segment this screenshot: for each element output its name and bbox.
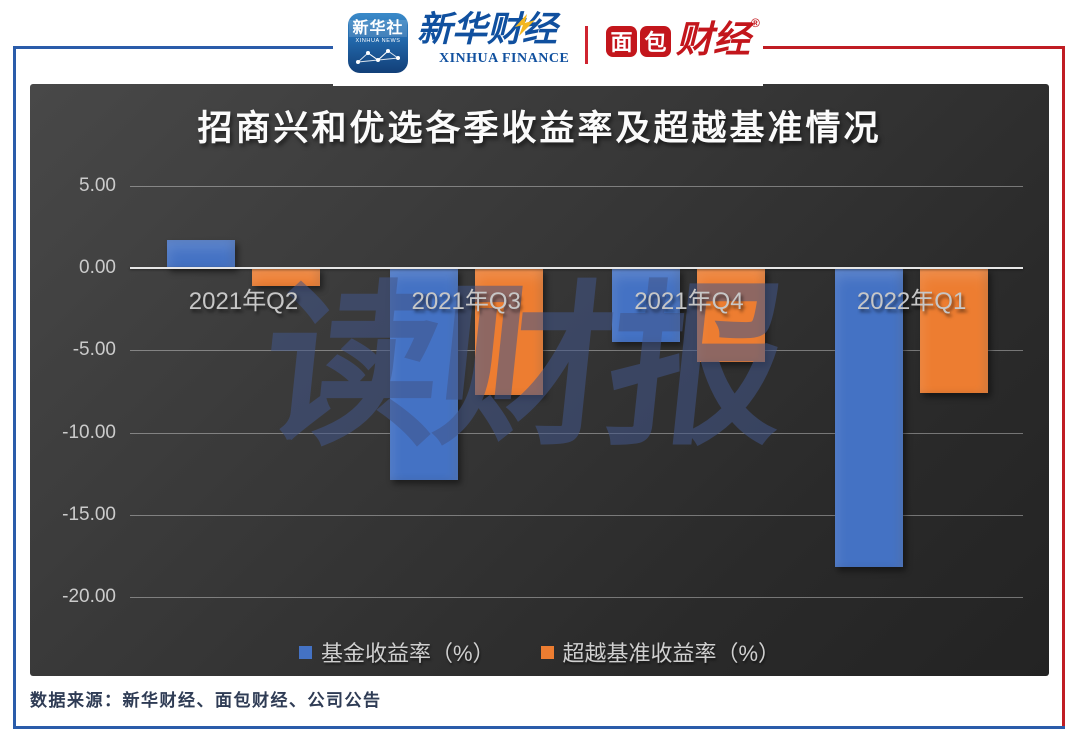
network-globe-icon	[356, 49, 400, 64]
bar-excess-return-3	[697, 268, 766, 362]
chart-title: 招商兴和优选各季收益率及超越基准情况	[197, 109, 882, 148]
y-axis-tick-label: 5.00	[79, 174, 116, 196]
gridline	[130, 350, 1023, 352]
xinhua-news-logo: 新华社 XINHUA NEWS	[348, 13, 408, 73]
frame-border-bottom	[13, 726, 1065, 729]
category-label: 2022年Q1	[856, 288, 967, 315]
y-axis-tick-label: -5.00	[72, 339, 116, 361]
bar-fund-return-2	[389, 268, 458, 481]
gridline	[130, 597, 1023, 598]
chart-legend: 基金收益率（%） 超越基准收益率（%）	[30, 636, 1049, 668]
gridline	[130, 185, 1023, 187]
mianbao-caijing-logo: 面 包 财经 ®	[606, 16, 760, 61]
header-divider	[585, 26, 588, 64]
xinhua-news-logo-en: XINHUA NEWS	[355, 38, 401, 44]
legend-swatch	[298, 645, 312, 659]
xinhua-finance-logo-en: XINHUA FINANCE	[439, 51, 570, 66]
legend-label: 基金收益率（%）	[320, 641, 495, 666]
bar-fund-return-3	[612, 268, 681, 343]
legend-item: 超越基准收益率（%）	[540, 636, 781, 668]
mianbao-logo-caijing: 财经	[676, 20, 750, 61]
frame-border-right	[1062, 46, 1065, 729]
bar-fund-return-4	[835, 268, 904, 568]
bar-fund-return-1	[167, 240, 235, 268]
gridline	[130, 432, 1023, 434]
mianbao-logo-char-1: 面	[606, 25, 637, 57]
xinhua-finance-logo: 新华财经 XINHUA FINANCE	[417, 10, 570, 67]
legend-item: 基金收益率（%）	[298, 636, 495, 668]
y-axis-tick-label: -15.00	[62, 503, 116, 525]
zero-axis-line	[130, 267, 1023, 269]
bar-excess-return-2	[474, 268, 543, 395]
bar-excess-return-1	[252, 268, 320, 287]
legend-label: 超越基准收益率（%）	[562, 641, 781, 666]
data-source-note: 数据来源：新华财经、面包财经、公司公告	[30, 691, 382, 710]
category-label: 2021年Q4	[634, 288, 744, 315]
lightning-icon	[515, 14, 535, 36]
y-axis-tick-label: -10.00	[62, 421, 116, 443]
mianbao-logo-char-2: 包	[640, 25, 671, 57]
gridline	[130, 514, 1023, 516]
category-label: 2021年Q3	[411, 288, 521, 315]
frame-border-top-left	[13, 46, 540, 49]
frame-border-top-right	[540, 46, 1065, 49]
bar-excess-return-4	[920, 268, 989, 394]
chart-panel: 招商兴和优选各季收益率及超越基准情况 读财报 基金收益率（%） 超越基准收益率（%…	[30, 84, 1049, 676]
y-axis-tick-label: -20.00	[62, 586, 116, 607]
xinhua-finance-logo-cn: 新华财经	[417, 10, 558, 49]
registered-trademark-icon: ®	[751, 16, 760, 30]
xinhua-news-logo-cn: 新华社	[349, 20, 407, 37]
frame-border-left	[13, 46, 16, 729]
y-axis-tick-label: 0.00	[79, 257, 116, 278]
legend-swatch	[540, 645, 554, 659]
category-label: 2021年Q2	[188, 288, 299, 315]
